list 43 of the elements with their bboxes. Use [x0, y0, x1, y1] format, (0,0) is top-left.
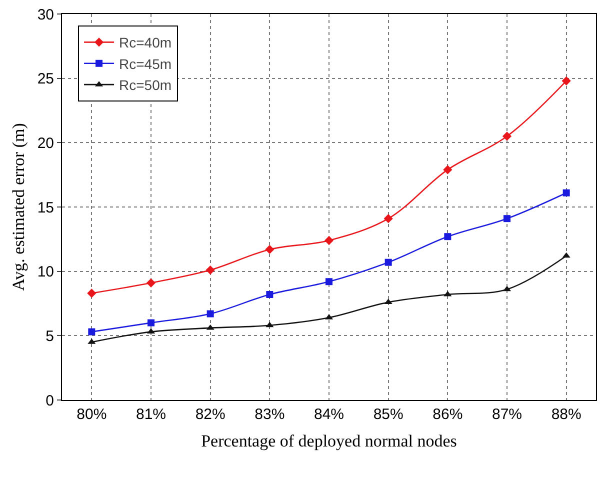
point [87, 288, 96, 298]
y-tick-label: 0 [46, 392, 54, 410]
point [88, 328, 96, 336]
x-tick-label: 86% [432, 406, 463, 423]
point [444, 290, 452, 296]
x-tick-label: 82% [195, 406, 226, 423]
y-tick-label: 30 [37, 6, 54, 24]
point [324, 236, 334, 245]
point [384, 214, 393, 224]
point [265, 244, 274, 254]
point [502, 132, 512, 141]
point [266, 322, 274, 328]
point [148, 319, 154, 326]
point [562, 189, 570, 196]
point [206, 324, 214, 330]
y-axis-title: Avg. estimated error (m) [8, 123, 28, 291]
y-tick-label: 20 [37, 134, 54, 152]
x-tick-label: 81% [136, 406, 166, 423]
x-tick-label: 87% [492, 406, 522, 423]
legend-label: Rc=45m [119, 56, 172, 72]
point [504, 215, 510, 222]
point [206, 266, 215, 275]
point [266, 290, 274, 298]
point [146, 278, 156, 288]
point [384, 258, 392, 266]
x-tick-label: 88% [551, 406, 582, 423]
point [206, 310, 214, 318]
point [444, 233, 452, 240]
legend-label: Rc=50m [119, 77, 172, 94]
point [562, 252, 570, 258]
legend-label: Rc=40m [119, 34, 172, 51]
y-tick-label: 5 [46, 328, 54, 345]
x-axis-title: Percentage of deployed normal nodes [201, 431, 457, 450]
x-tick-label: 80% [76, 406, 107, 423]
x-tick-label: 84% [314, 406, 344, 423]
point [443, 165, 452, 174]
y-tick-label: 15 [37, 199, 54, 216]
y-tick-label: 25 [37, 70, 54, 88]
point [326, 278, 332, 286]
x-tick-label: 83% [254, 406, 285, 423]
x-tick-label: 85% [373, 406, 404, 423]
point [562, 76, 571, 86]
y-tick-label: 10 [37, 264, 54, 281]
